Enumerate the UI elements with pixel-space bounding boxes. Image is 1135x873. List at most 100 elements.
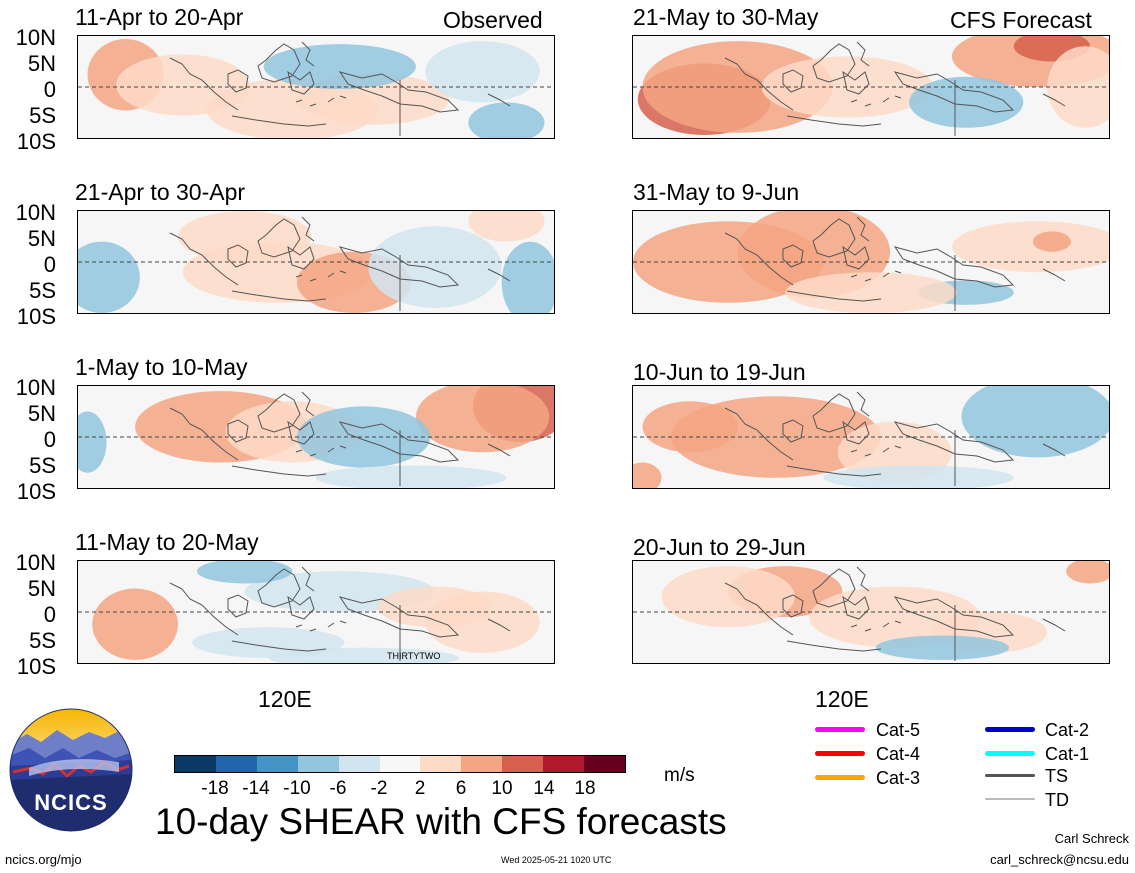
shear-anomaly-area [909, 76, 1024, 128]
legend-label-cat2: Cat-2 [1045, 720, 1090, 740]
coastline [169, 391, 511, 486]
colorbar-tick-label: 6 [455, 778, 467, 799]
coastline [724, 391, 1066, 486]
coastline [169, 566, 511, 661]
colorbar-tick-label: -2 [370, 778, 388, 799]
shear-anomaly-area [875, 635, 1010, 660]
map-panel-obs-3 [77, 385, 555, 489]
legend-label-cat3: Cat-3 [876, 768, 921, 788]
panel-title-obs-4: 11-May to 20-May [75, 529, 259, 555]
shear-anomaly-area [1032, 231, 1071, 252]
lon-label-left: 120E [258, 686, 312, 712]
shear-anomaly-area [197, 561, 293, 584]
colorbar-tick-label: 10 [491, 778, 513, 799]
map-panel-fc-2 [632, 210, 1110, 314]
source-url: ncics.org/mjo [5, 852, 82, 867]
colorbar-swatch [502, 756, 544, 772]
coastline [724, 41, 1066, 136]
shear-anomaly-area [961, 386, 1109, 458]
colorbar [174, 755, 626, 773]
lat-label: 5S [29, 453, 56, 478]
colorbar-tick-label: -6 [329, 778, 347, 799]
shear-anomaly-area [415, 386, 550, 453]
colorbar-swatch [420, 756, 462, 772]
shear-anomaly-area [951, 221, 1109, 273]
lat-label: 5N [27, 51, 56, 76]
lat-label: 10N [15, 375, 56, 400]
colorbar-units: m/s [664, 765, 695, 786]
coastline [169, 41, 511, 136]
colorbar-tick-label: -10 [283, 778, 311, 799]
lat-label: 0 [43, 602, 56, 627]
lat-label: 10N [15, 25, 56, 50]
colorbar-swatch [338, 756, 380, 772]
shear-anomaly-area [501, 241, 554, 313]
panel-title-fc-1: 21-May to 30-May [633, 4, 819, 30]
lat-label: 10S [16, 654, 56, 679]
shear-anomaly-area [761, 56, 933, 118]
shear-anomaly-area [316, 465, 507, 488]
author-email: carl_schreck@ncsu.edu [990, 852, 1129, 867]
shear-anomaly-area [368, 226, 502, 308]
map-panel-obs-2 [77, 210, 555, 314]
colorbar-swatch [297, 756, 339, 772]
colorbar-swatch [379, 756, 421, 772]
lat-label: 5S [29, 628, 56, 653]
lat-label: 10N [15, 550, 56, 575]
coastline [169, 216, 511, 311]
lat-label: 0 [43, 252, 56, 277]
shear-anomaly-area [263, 44, 416, 90]
colorbar-swatch [256, 756, 298, 772]
lat-label: 5N [27, 226, 56, 251]
legend-line-td [985, 798, 1035, 800]
author-name: Carl Schreck [1054, 831, 1129, 846]
colorbar-tick-label: 14 [533, 778, 555, 799]
timestamp: Wed 2025-05-21 1020 UTC [501, 855, 612, 865]
legend-line-cat2 [985, 727, 1035, 732]
legend-line-cat4 [815, 751, 865, 756]
shear-anomaly-area [78, 241, 140, 313]
colorbar-swatch [584, 756, 625, 772]
shear-anomaly-area [1066, 561, 1109, 584]
panel-title-fc-2: 31-May to 9-Jun [633, 179, 800, 205]
colorbar-swatch [461, 756, 503, 772]
colorbar-swatch [175, 756, 216, 772]
shear-anomaly-area [785, 272, 957, 313]
map-panel-obs-1 [77, 35, 555, 139]
panel-title-obs-1: 11-Apr to 20-Apr [75, 4, 244, 30]
lat-label: 10N [15, 200, 56, 225]
map-panel-fc-1 [632, 35, 1110, 139]
panel-title-fc-4: 20-Jun to 29-Jun [633, 534, 806, 560]
colorbar-swatch [543, 756, 585, 772]
shear-anomaly-area [642, 41, 833, 133]
shear-anomaly-area [78, 411, 107, 473]
legend-line-cat5 [815, 727, 865, 732]
shear-anomaly-area [633, 462, 662, 488]
lat-label: 0 [43, 77, 56, 102]
lat-label: 5N [27, 576, 56, 601]
lat-label: 10S [16, 479, 56, 504]
legend-line-cat3 [815, 775, 865, 780]
legend-label-td: TD [1045, 790, 1069, 810]
logo-text: NCICS [34, 790, 108, 815]
map-panel-fc-4 [632, 560, 1110, 664]
coastline [724, 566, 1066, 661]
storm-annotation: THIRTYTWO [387, 651, 441, 661]
legend-line-cat1 [985, 751, 1035, 756]
shear-anomaly-area [92, 588, 178, 660]
colorbar-swatch [215, 756, 257, 772]
panel-title-obs-2: 21-Apr to 30-Apr [75, 179, 246, 205]
lat-label: 5N [27, 401, 56, 426]
shear-anomaly-area [823, 465, 1014, 488]
legend-label-ts: TS [1045, 766, 1069, 786]
colorbar-tick-label: -14 [242, 778, 270, 799]
legend-label-cat1: Cat-1 [1045, 744, 1090, 764]
lat-label: 10S [16, 304, 56, 329]
colorbar-tick-label: 2 [414, 778, 426, 799]
main-title: 10-day SHEAR with CFS forecasts [155, 801, 727, 842]
coastline [724, 216, 1066, 311]
shear-anomaly-area [425, 591, 540, 653]
colorbar-tick-label: 18 [574, 778, 596, 799]
shear-anomaly-area [468, 211, 545, 242]
shear-anomaly-area [642, 401, 738, 453]
